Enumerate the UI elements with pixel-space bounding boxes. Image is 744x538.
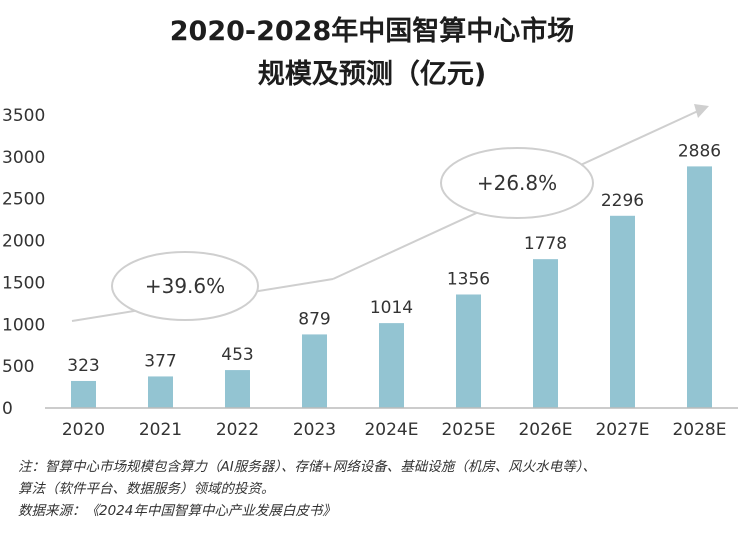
growth-label-2: +26.8% — [477, 171, 557, 195]
x-tick-label-2023: 2023 — [293, 420, 336, 440]
data-label-2023: 879 — [298, 309, 330, 329]
y-tick-label: 2500 — [2, 190, 45, 210]
x-tick-label-2021: 2021 — [139, 420, 182, 440]
data-label-2028E: 2886 — [678, 141, 721, 161]
bar-2027E — [610, 215, 635, 408]
bar-2023 — [302, 334, 327, 408]
data-label-2027E: 2296 — [601, 191, 644, 211]
bars: 323 377 453 879 1014 1356 1778 2296 2886 — [67, 141, 721, 408]
growth-badge-2: +26.8% — [440, 147, 594, 219]
footnote-line2: 算法（软件平台、数据服务）领域的投资。 — [18, 481, 275, 497]
growth-label-1: +39.6% — [145, 274, 225, 298]
chart: 2020-2028年中国智算中心市场 规模及预测（亿元) +39.6% +26.… — [2, 15, 738, 440]
x-tick-label-2027E: 2027E — [595, 420, 649, 440]
bar-2024E — [379, 323, 404, 408]
y-tick-label: 3500 — [2, 106, 45, 126]
y-tick-label: 2000 — [2, 232, 45, 252]
footnote-line1: 注：智算中心市场规模包含算力（AI服务器）、存储+网络设备、基础设施（机房、风火… — [18, 459, 597, 475]
chart-title-line2: 规模及预测（亿元) — [258, 59, 486, 90]
data-label-2025E: 1356 — [447, 269, 490, 289]
x-tick-label-2025E: 2025E — [441, 420, 495, 440]
x-tick-label-2028E: 2028E — [672, 420, 726, 440]
x-tick-label-2022: 2022 — [216, 420, 259, 440]
data-label-2024E: 1014 — [370, 298, 413, 318]
y-tick-label: 500 — [2, 357, 34, 377]
bar-2021 — [148, 376, 173, 408]
x-axis: 2020 2021 2022 2023 2024E 2025E 2026E 2027E 2028… — [62, 420, 727, 440]
data-label-2022: 453 — [221, 345, 253, 365]
growth-badge-1: +39.6% — [111, 251, 259, 321]
y-tick-label: 3000 — [2, 148, 45, 168]
y-tick-label: 0 — [2, 399, 13, 419]
x-tick-label-2026E: 2026E — [518, 420, 572, 440]
bar-2022 — [225, 370, 250, 408]
data-label-2020: 323 — [67, 356, 99, 376]
y-axis: 0 500 1000 1500 2000 2500 3000 3500 — [2, 106, 45, 419]
y-tick-label: 1500 — [2, 273, 45, 293]
bar-2026E — [533, 259, 558, 408]
x-tick-label-2020: 2020 — [62, 420, 105, 440]
chart-title-line1: 2020-2028年中国智算中心市场 — [170, 15, 575, 47]
x-tick-label-2024E: 2024E — [364, 420, 418, 440]
data-label-2021: 377 — [144, 351, 176, 371]
bar-2020 — [71, 380, 96, 408]
source-note: 数据来源：《2024年中国智算中心产业发展白皮书》 — [18, 503, 336, 519]
y-tick-label: 1000 — [2, 315, 45, 335]
data-label-2026E: 1778 — [524, 234, 567, 254]
bar-2025E — [456, 294, 481, 408]
bar-2028E — [687, 166, 712, 408]
